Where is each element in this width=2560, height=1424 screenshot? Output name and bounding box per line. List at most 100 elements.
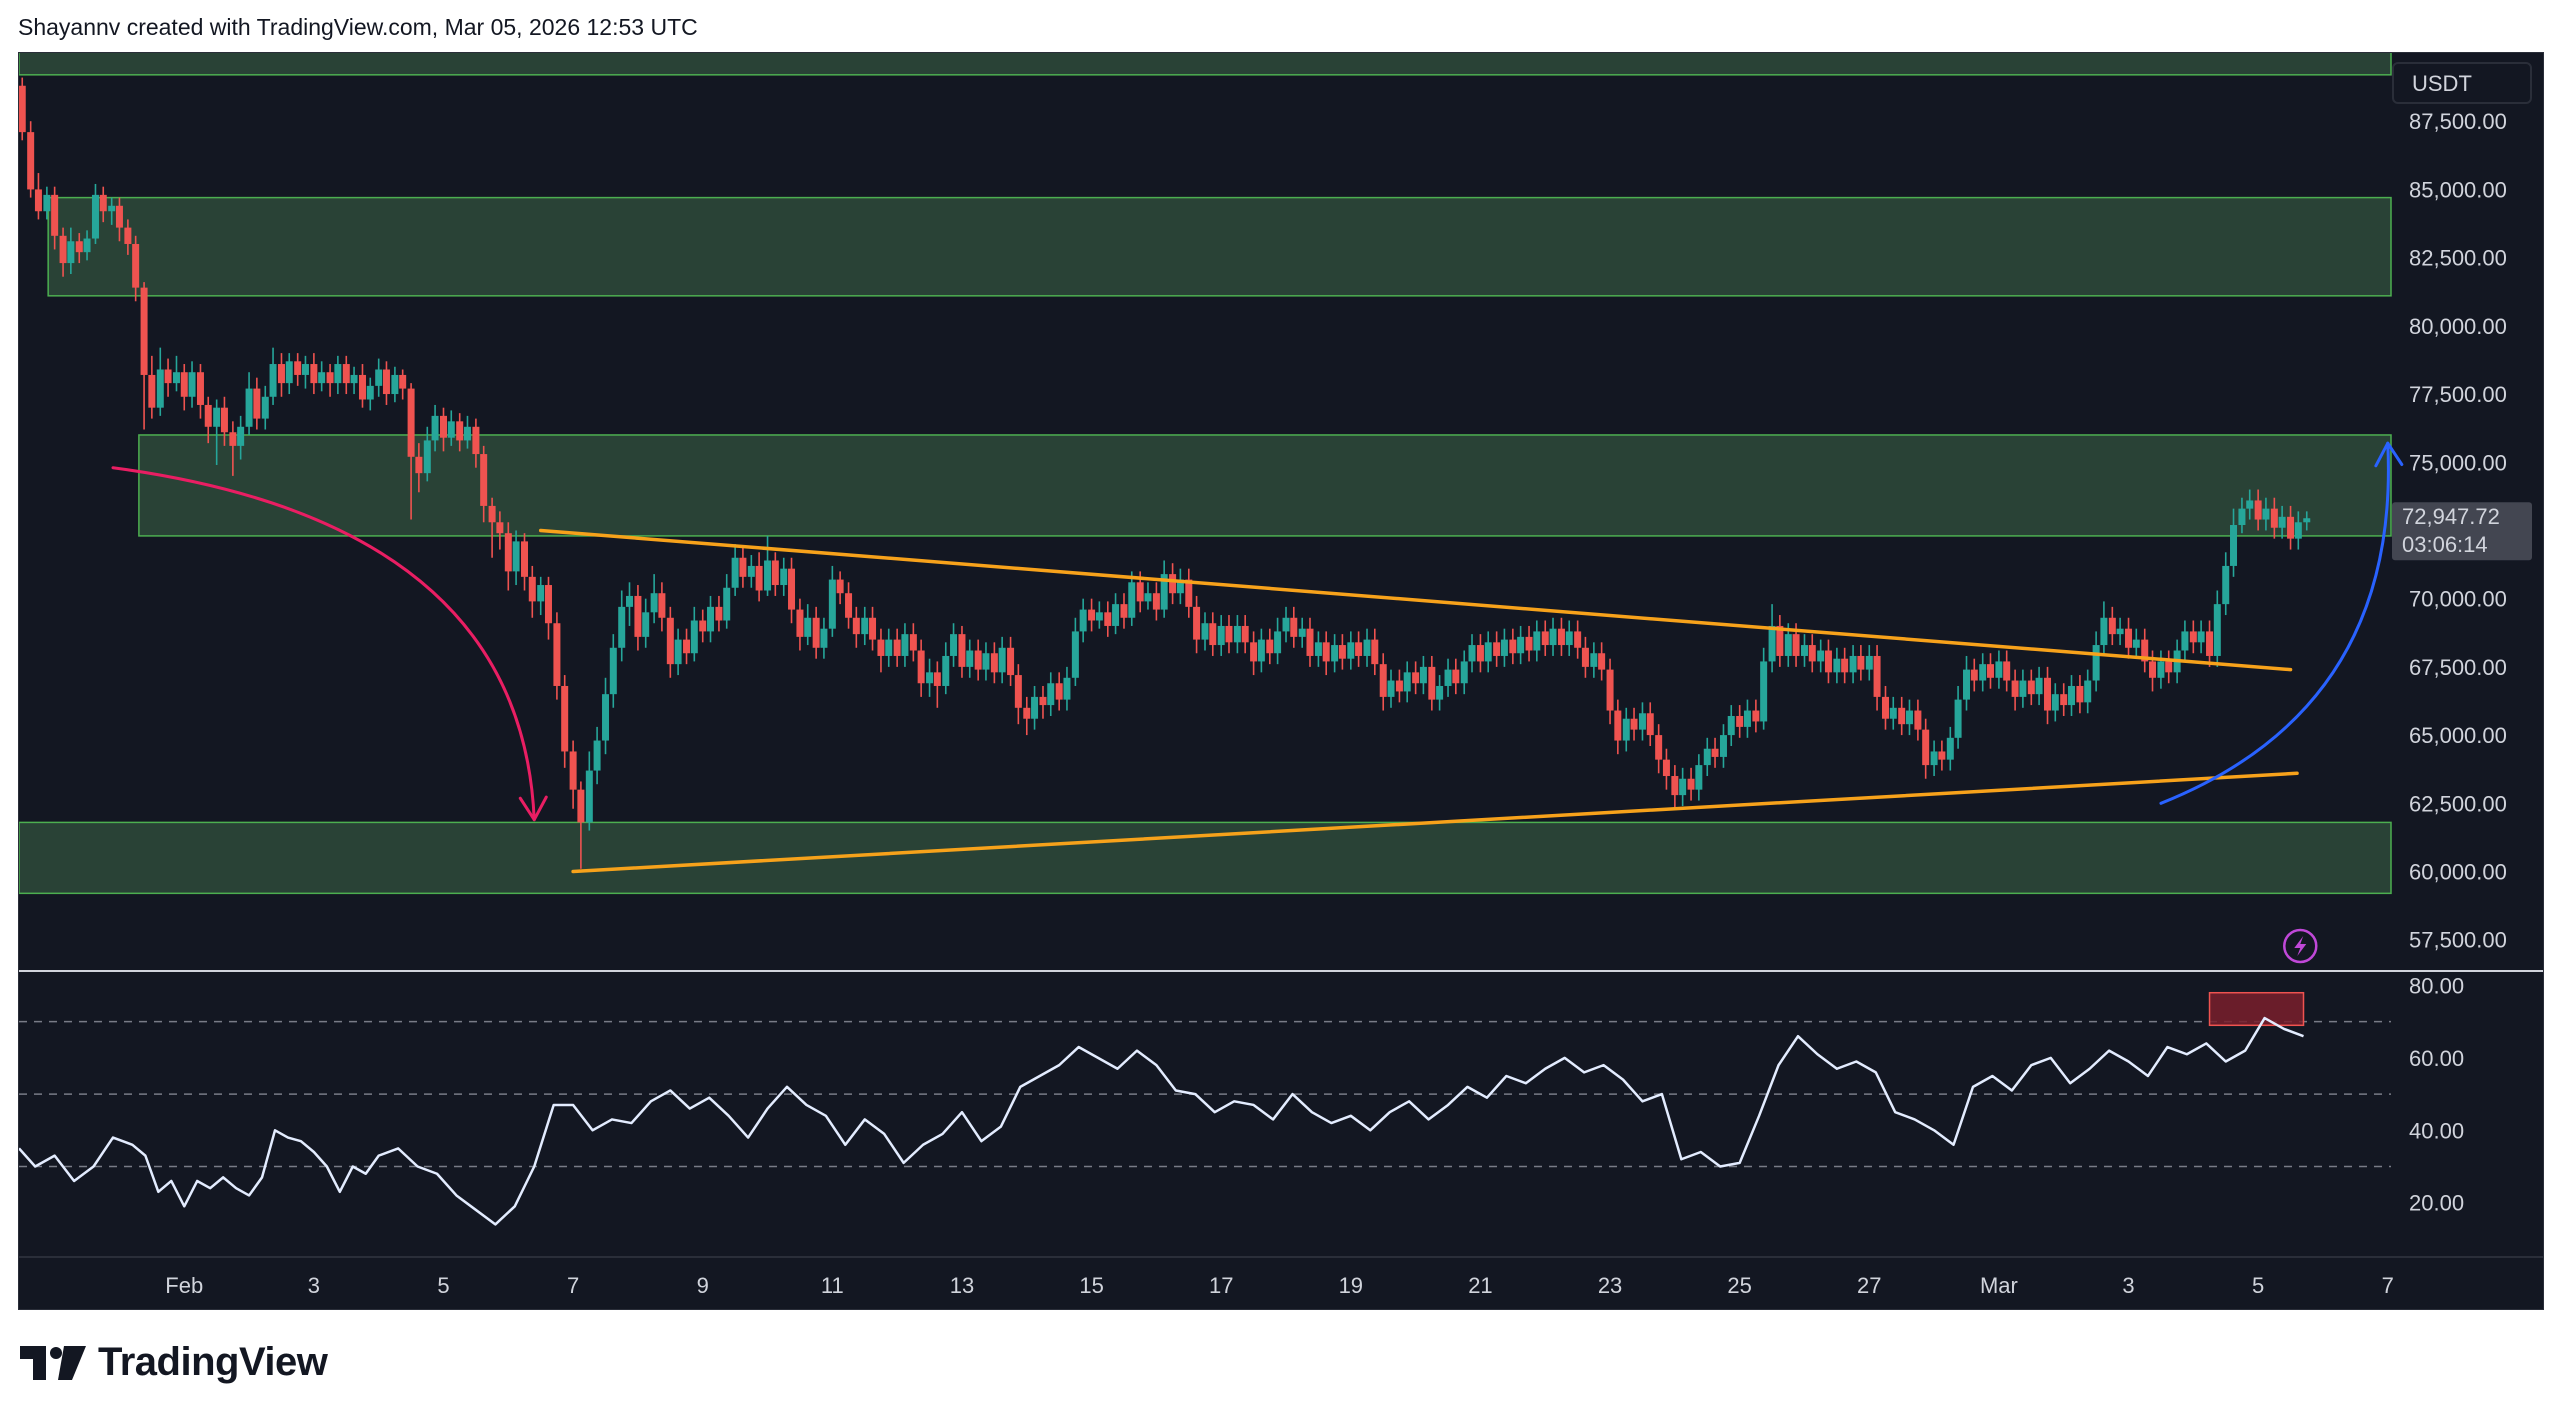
candle-body xyxy=(2149,661,2157,678)
candle-body xyxy=(148,374,156,408)
candle-body xyxy=(561,685,569,752)
candle-body xyxy=(1671,776,1679,796)
candle-body xyxy=(1808,645,1816,662)
candle-body xyxy=(602,694,610,741)
candle-body xyxy=(2222,565,2230,605)
candle-body xyxy=(164,369,172,384)
candle-body xyxy=(1403,672,1411,692)
candle-body xyxy=(828,579,836,629)
supply-demand-zones xyxy=(19,53,2392,895)
candle-body xyxy=(1719,735,1727,757)
candle-body xyxy=(496,522,504,534)
candle-body xyxy=(2287,516,2295,539)
candle-body xyxy=(75,241,83,253)
candle-body xyxy=(1095,612,1103,621)
candle-body xyxy=(253,388,261,419)
candle-body xyxy=(958,634,966,667)
candle-body xyxy=(51,194,59,236)
chart-frame[interactable]: 87,500.00 85,000.00 82,500.00 80,000.00 77,5… xyxy=(18,52,2544,1310)
candle-body xyxy=(1225,625,1233,643)
candle-body xyxy=(2230,525,2238,566)
candle-body xyxy=(2303,518,2311,523)
candle-body xyxy=(391,374,399,395)
candle-body xyxy=(1630,718,1638,730)
candle-body xyxy=(820,628,828,648)
currency-badge[interactable]: USDT xyxy=(2392,62,2532,104)
trendline xyxy=(571,771,2299,874)
candle-body xyxy=(1606,669,1614,711)
candle-body xyxy=(625,595,633,607)
price-zone xyxy=(19,53,2392,76)
candle-body xyxy=(188,372,196,397)
rsi-tick-label: 20.00 xyxy=(2409,1191,2464,1216)
time-tick-label: 11 xyxy=(821,1273,844,1298)
candle-body xyxy=(796,609,804,637)
candle-body xyxy=(1395,680,1403,692)
candle-body xyxy=(399,374,407,389)
candle-body xyxy=(609,647,617,695)
candle-body xyxy=(1873,655,1881,697)
candle-body xyxy=(1007,647,1015,676)
candle-body xyxy=(237,426,245,446)
time-tick-label: 21 xyxy=(1468,1273,1492,1298)
candle-body xyxy=(1412,672,1420,684)
candle-body xyxy=(723,587,731,621)
price-tick-label: 57,500.00 xyxy=(2409,928,2507,953)
candle-body xyxy=(666,617,674,665)
candle-body xyxy=(731,557,739,588)
candle-body xyxy=(1144,593,1152,602)
candle-body xyxy=(845,593,853,618)
arrow-head xyxy=(518,795,548,822)
last-price-value: 72,947.72 xyxy=(2402,504,2500,529)
candle-body xyxy=(1493,642,1501,656)
alert-icon-bolt xyxy=(2294,936,2307,956)
candle-body xyxy=(593,740,601,771)
candle-body xyxy=(1476,645,1484,662)
candle-body xyxy=(1136,582,1144,602)
price-axis: 87,500.00 85,000.00 82,500.00 80,000.00 77,5… xyxy=(2409,109,2507,953)
candle-body xyxy=(998,647,1006,673)
candle-body xyxy=(358,374,366,400)
rsi-line xyxy=(19,1016,2304,1226)
candle-body xyxy=(1460,661,1468,684)
rsi-axis: 80.00 60.00 40.00 20.00 xyxy=(2409,973,2464,1215)
candle-body xyxy=(2076,685,2084,703)
candle-body xyxy=(1169,574,1177,594)
arrow-head xyxy=(2374,441,2404,468)
candle-body xyxy=(528,576,536,602)
time-tick-label: 25 xyxy=(1727,1273,1751,1298)
tradingview-logo[interactable]: TradingView xyxy=(20,1340,328,1385)
chart-canvas[interactable]: 87,500.00 85,000.00 82,500.00 80,000.00 77,5… xyxy=(19,53,2543,1309)
candle-body xyxy=(942,655,950,686)
candle-body xyxy=(1679,778,1687,796)
candle-body xyxy=(172,372,180,384)
candle-body xyxy=(764,560,772,591)
candle-body xyxy=(780,568,788,586)
candle-body xyxy=(472,426,480,455)
candle-body xyxy=(990,653,998,673)
candle-body xyxy=(1841,658,1849,673)
candle-body xyxy=(2238,508,2246,526)
candle-body xyxy=(1727,715,1735,736)
candle-body xyxy=(1824,650,1832,673)
candle-body xyxy=(1752,710,1760,722)
price-zone xyxy=(47,196,2392,297)
candle-body xyxy=(771,560,779,586)
candle-body xyxy=(1768,625,1776,662)
candle-body xyxy=(463,426,471,441)
candle-body xyxy=(34,189,42,212)
candle-body xyxy=(1703,748,1711,766)
candle-body xyxy=(2019,680,2027,697)
candle-body xyxy=(1112,604,1120,626)
candle-body xyxy=(885,639,893,656)
up-arrow xyxy=(2159,441,2390,805)
candle-body xyxy=(1120,604,1128,618)
candle-body xyxy=(1031,696,1039,719)
candle-body xyxy=(1055,683,1063,700)
candle-body xyxy=(1581,647,1589,667)
candle-body xyxy=(196,372,204,405)
alert-icon[interactable] xyxy=(2283,928,2318,964)
rsi-tick-label: 80.00 xyxy=(2409,973,2464,998)
candle-body xyxy=(634,595,642,637)
candle-body xyxy=(1387,680,1395,697)
